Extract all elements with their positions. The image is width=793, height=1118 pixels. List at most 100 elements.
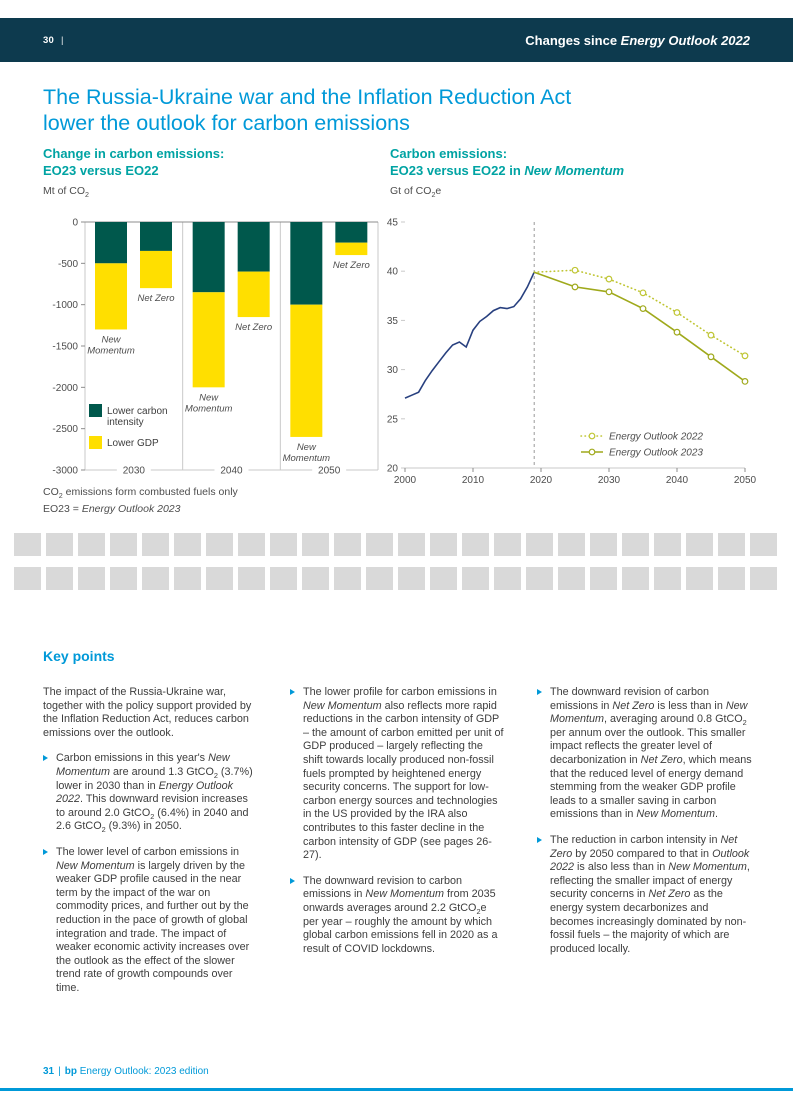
svg-text:New: New <box>297 442 317 453</box>
placeholder-square <box>302 567 329 590</box>
placeholder-square <box>206 567 233 590</box>
placeholder-square <box>14 567 41 590</box>
svg-text:Energy Outlook 2022: Energy Outlook 2022 <box>609 432 703 443</box>
placeholder-square <box>622 533 649 556</box>
placeholder-square <box>526 533 553 556</box>
bullet-text: The lower profile for carbon emissions i… <box>303 686 504 862</box>
footer: 31 | bp Energy Outlook: 2023 edition <box>43 1066 209 1077</box>
placeholder-square <box>526 567 553 590</box>
placeholder-square <box>238 567 265 590</box>
placeholder-square <box>270 567 297 590</box>
intro-paragraph: The impact of the Russia-Ukraine war, to… <box>43 686 252 739</box>
bullet-item: The lower profile for carbon emissions i… <box>290 686 505 863</box>
svg-text:Momentum: Momentum <box>283 453 331 464</box>
body-columns: The impact of the Russia-Ukraine war, to… <box>43 686 752 1007</box>
bullet-text: Carbon emissions in this year's New Mome… <box>56 752 253 835</box>
placeholder-square <box>366 533 393 556</box>
left-chart-unit-label: Mt of CO2 <box>43 185 89 200</box>
placeholder-square <box>590 567 617 590</box>
placeholder-square <box>622 567 649 590</box>
key-points-heading: Key points <box>43 648 115 664</box>
placeholder-strip <box>14 533 779 590</box>
footnote-abbreviation: EO23 = Energy Outlook 2023 <box>43 503 181 515</box>
placeholder-square <box>174 533 201 556</box>
bullet-item: The downward revision to carbon emission… <box>290 875 505 957</box>
placeholder-square <box>558 533 585 556</box>
placeholder-square <box>462 533 489 556</box>
placeholder-square <box>110 533 137 556</box>
svg-text:Net Zero: Net Zero <box>333 260 370 271</box>
svg-text:Momentum: Momentum <box>185 403 233 414</box>
page-title-line2: lower the outlook for carbon emissions <box>43 111 410 135</box>
text-column-3: The downward revision of carbon emission… <box>537 686 752 1007</box>
footer-rule <box>0 1088 793 1091</box>
svg-text:45: 45 <box>387 218 399 229</box>
svg-text:-3000: -3000 <box>52 466 78 477</box>
footer-divider: | <box>58 1066 61 1077</box>
header-title-regular: Changes since <box>525 32 621 48</box>
right-chart-title-line1: Carbon emissions: <box>390 146 508 161</box>
bar-chart: 0-500-1000-1500-2000-2500-3000NewMomentu… <box>52 218 379 477</box>
bullet-icon <box>290 875 303 957</box>
placeholder-square <box>334 533 361 556</box>
bullet-item: The lower level of carbon emissions in N… <box>43 846 258 996</box>
placeholder-square <box>494 567 521 590</box>
svg-text:2050: 2050 <box>734 475 757 486</box>
svg-text:30: 30 <box>387 365 399 376</box>
svg-text:-2500: -2500 <box>52 424 78 435</box>
left-chart-title-line1: Change in carbon emissions: <box>43 146 225 161</box>
right-chart-title-scenario: New Momentum <box>524 162 625 178</box>
bullet-text: The downward revision of carbon emission… <box>550 686 752 821</box>
svg-text:2000: 2000 <box>394 475 417 486</box>
placeholder-square <box>398 533 425 556</box>
placeholder-square <box>750 533 777 556</box>
left-chart-title-line2: EO23 versus EO22 <box>43 162 159 178</box>
left-chart-title: Change in carbon emissions: EO23 versus … <box>43 146 385 179</box>
svg-text:0: 0 <box>72 218 78 229</box>
placeholder-square <box>206 533 233 556</box>
bullet-icon <box>537 834 550 956</box>
header-page-number-group: 30 | <box>43 35 64 46</box>
placeholder-square <box>430 567 457 590</box>
placeholder-square <box>110 567 137 590</box>
footer-page-number: 31 <box>43 1066 55 1077</box>
text-column-1: The impact of the Russia-Ukraine war, to… <box>43 686 258 1007</box>
header-title: Changes since Energy Outlook 2022 <box>525 33 750 48</box>
svg-text:Net Zero: Net Zero <box>138 293 175 304</box>
text-column-2: The lower profile for carbon emissions i… <box>290 686 505 1007</box>
placeholder-square <box>270 533 297 556</box>
svg-text:35: 35 <box>387 316 399 327</box>
svg-text:2010: 2010 <box>462 475 485 486</box>
placeholder-row <box>14 533 779 556</box>
placeholder-square <box>14 533 41 556</box>
page-title-line1: The Russia-Ukraine war and the Inflation… <box>43 85 572 109</box>
footer-brand: bp <box>64 1066 77 1077</box>
page-title: The Russia-Ukraine war and the Inflation… <box>43 84 571 136</box>
svg-text:Momentum: Momentum <box>87 345 135 356</box>
bullet-text: The reduction in carbon intensity in Net… <box>550 833 750 955</box>
bullet-item: Carbon emissions in this year's New Mome… <box>43 752 258 834</box>
bullet-item: The downward revision of carbon emission… <box>537 686 752 822</box>
charts-row: Change in carbon emissions: EO23 versus … <box>43 146 757 500</box>
placeholder-square <box>430 533 457 556</box>
svg-text:-500: -500 <box>58 259 78 270</box>
placeholder-square <box>46 533 73 556</box>
header-divider: | <box>60 34 64 46</box>
placeholder-square <box>750 567 777 590</box>
placeholder-square <box>686 533 713 556</box>
placeholder-square <box>654 533 681 556</box>
svg-text:intensity: intensity <box>107 417 144 428</box>
placeholder-square <box>142 567 169 590</box>
bullet-text: The downward revision to carbon emission… <box>303 874 498 955</box>
bullet-icon <box>43 752 56 834</box>
svg-text:2020: 2020 <box>530 475 553 486</box>
placeholder-square <box>46 567 73 590</box>
placeholder-square <box>558 567 585 590</box>
svg-text:20: 20 <box>387 464 399 475</box>
header-bar: 30 | Changes since Energy Outlook 2022 <box>0 18 793 62</box>
placeholder-square <box>334 567 361 590</box>
svg-text:2050: 2050 <box>318 466 341 477</box>
svg-text:40: 40 <box>387 267 399 278</box>
header-page-number: 30 <box>43 34 54 46</box>
